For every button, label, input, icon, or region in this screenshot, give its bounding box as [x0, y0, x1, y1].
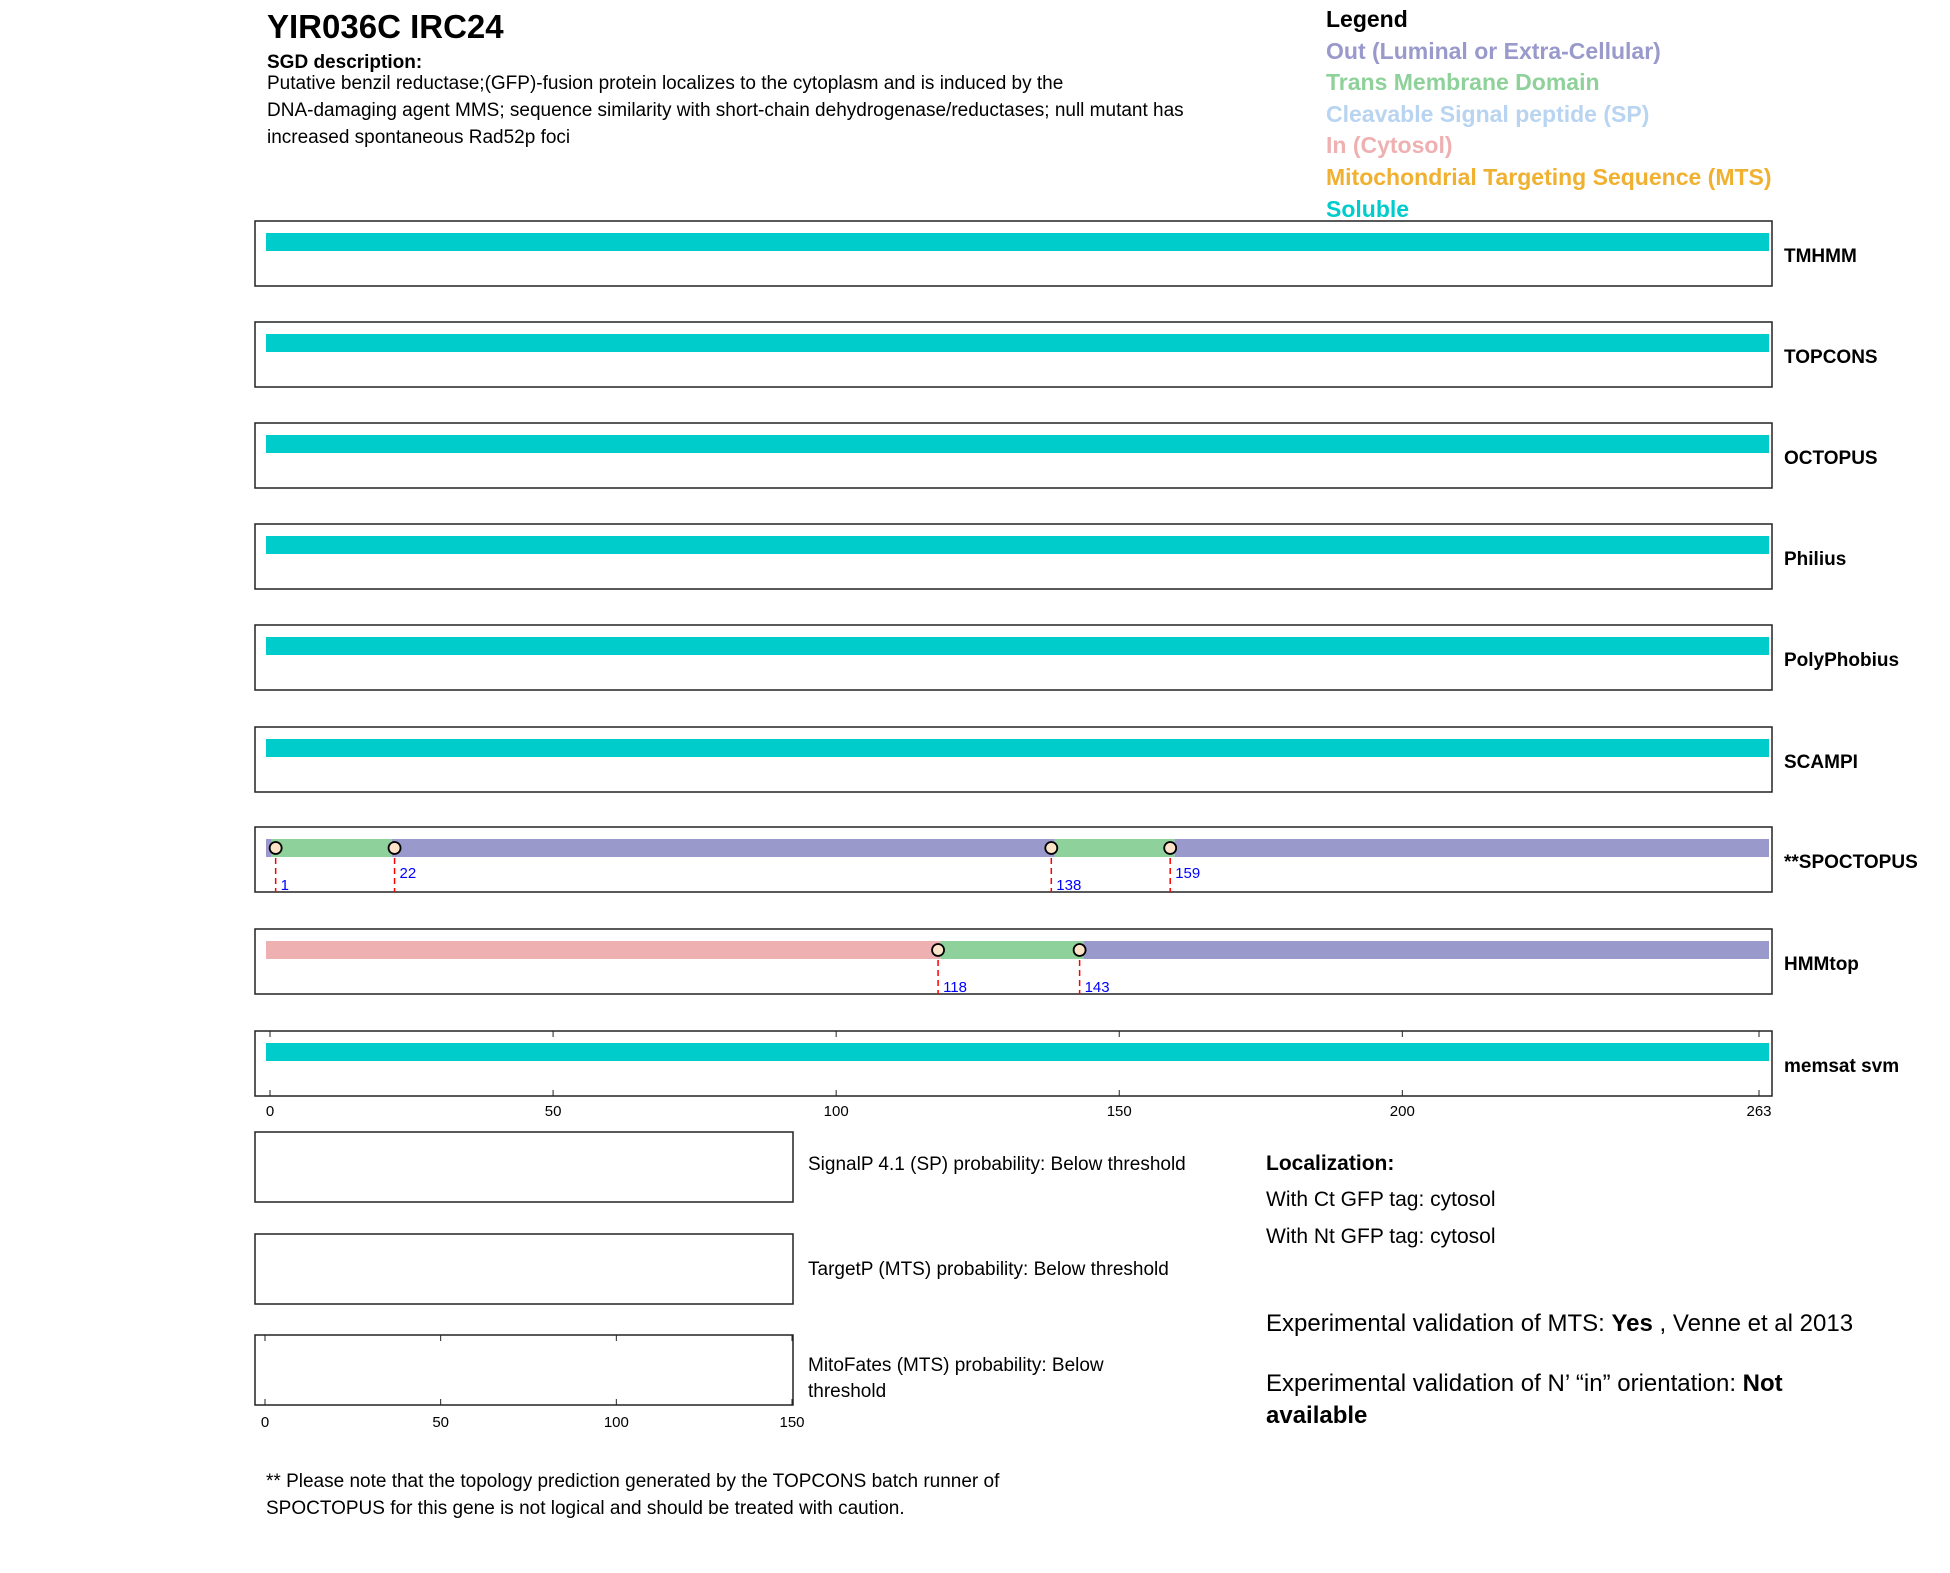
- marker-circle: [1072, 943, 1087, 957]
- track-label: Philius: [1784, 549, 1846, 570]
- footnote-line: ** Please note that the topology predict…: [266, 1471, 1000, 1492]
- marker-label: 118: [943, 979, 967, 996]
- mts-validation-prefix: Experimental validation of MTS:: [1266, 1310, 1612, 1337]
- localization-title: Localization:: [1266, 1152, 1395, 1175]
- sgd-line: Putative benzil reductase;(GFP)-fusion p…: [267, 73, 1064, 94]
- small-axis-tick-label: 0: [261, 1414, 269, 1431]
- mitofates-text: MitoFates (MTS) probability: Below: [808, 1355, 1104, 1376]
- localization-nt: With Nt GFP tag: cytosol: [1266, 1225, 1496, 1248]
- small-axis-tick-label: 100: [604, 1414, 629, 1431]
- targetp-text: TargetP (MTS) probability: Below thresho…: [808, 1259, 1169, 1280]
- marker-circle: [268, 841, 283, 855]
- track-box: [254, 726, 1773, 793]
- marker-label: 159: [1175, 865, 1200, 882]
- marker-label: 22: [400, 865, 417, 882]
- legend-item-tm: Trans Membrane Domain: [1326, 69, 1600, 96]
- axis-tick-label: 0: [266, 1103, 274, 1120]
- marker-label: 138: [1056, 877, 1081, 894]
- marker-circle: [931, 943, 945, 957]
- segment-tm: [271, 839, 392, 857]
- segment-tm: [940, 941, 1084, 959]
- track-box: [254, 220, 1773, 287]
- legend-item-in: In (Cytosol): [1326, 132, 1453, 159]
- legend-item-sp: Cleavable Signal peptide (SP): [1326, 100, 1650, 127]
- axis-tick-label: 50: [545, 1103, 562, 1120]
- mitofates-text-2: threshold: [808, 1381, 887, 1402]
- track-box: [254, 826, 1773, 893]
- track-label: PolyPhobius: [1784, 650, 1899, 671]
- marker-circle: [1044, 841, 1059, 855]
- sgd-description: Putative benzil reductase;(GFP)-fusion p…: [267, 70, 1287, 151]
- nin-validation-value: Not: [1742, 1370, 1783, 1397]
- segment-soluble: [266, 1043, 1769, 1061]
- legend-item-mts: Mitochondrial Targeting Sequence (MTS): [1326, 163, 1772, 190]
- small-axis-tick-label: 150: [779, 1414, 804, 1431]
- probability-box: [254, 1334, 794, 1406]
- legend-item-soluble: Soluble: [1326, 195, 1410, 222]
- sgd-description-label: SGD description:: [267, 52, 423, 73]
- track-label: HMMtop: [1784, 954, 1859, 975]
- localization-ct: With Ct GFP tag: cytosol: [1266, 1188, 1496, 1211]
- mts-validation: Experimental validation of MTS: Yes , Ve…: [1266, 1310, 1853, 1338]
- segment-soluble: [266, 739, 1769, 757]
- nin-validation-value-2: available: [1266, 1402, 1368, 1429]
- marker-circle: [1163, 841, 1178, 855]
- axis-tick-label: 100: [824, 1103, 849, 1120]
- track-label: TOPCONS: [1784, 347, 1878, 368]
- segment-soluble: [266, 334, 1769, 352]
- nin-validation: Experimental validation of N’ “in” orien…: [1266, 1370, 1783, 1398]
- sgd-line: increased spontaneous Rad52p foci: [267, 127, 571, 148]
- mts-validation-value: Yes: [1611, 1310, 1653, 1337]
- segment-soluble: [266, 637, 1769, 655]
- segment-soluble: [266, 233, 1769, 251]
- small-axis-tick-label: 50: [432, 1414, 449, 1431]
- segment-out: [1174, 839, 1769, 857]
- segment-soluble: [266, 536, 1769, 554]
- track-label: **SPOCTOPUS: [1784, 852, 1918, 873]
- probability-box: [254, 1131, 794, 1203]
- signalp-text: SignalP 4.1 (SP) probability: Below thre…: [808, 1154, 1186, 1175]
- track-label: memsat svm: [1784, 1056, 1899, 1077]
- axis-tick-label: 150: [1107, 1103, 1132, 1120]
- track-box: [254, 624, 1773, 691]
- track-box: [254, 1030, 1773, 1097]
- track-box: [254, 422, 1773, 489]
- legend-item-out: Out (Luminal or Extra-Cellular): [1326, 37, 1661, 64]
- legend: Legend Out (Luminal or Extra-Cellular) T…: [1326, 4, 1772, 225]
- track-label: SCAMPI: [1784, 752, 1858, 773]
- track-box: [254, 928, 1773, 995]
- mts-validation-suffix: , Venne et al 2013: [1652, 1310, 1854, 1337]
- footnote-line: SPOCTOPUS for this gene is not logical a…: [266, 1498, 905, 1519]
- marker-circle: [387, 841, 402, 855]
- axis-tick-label: 263: [1746, 1103, 1771, 1120]
- gene-title: YIR036C IRC24: [267, 8, 504, 45]
- segment-out: [391, 839, 1055, 857]
- track-label: TMHMM: [1784, 246, 1857, 267]
- marker-label: 1: [281, 877, 289, 894]
- track-label: OCTOPUS: [1784, 448, 1878, 469]
- segment-tm: [1054, 839, 1175, 857]
- probability-box: [254, 1233, 794, 1305]
- segment-in: [266, 941, 941, 959]
- track-box: [254, 321, 1773, 388]
- marker-label: 143: [1085, 979, 1110, 996]
- axis-tick-label: 200: [1390, 1103, 1415, 1120]
- nin-validation-prefix: Experimental validation of N’ “in” orien…: [1266, 1370, 1743, 1397]
- segment-out: [1083, 941, 1769, 959]
- track-box: [254, 523, 1773, 590]
- legend-title: Legend: [1326, 6, 1408, 32]
- sgd-line: DNA-damaging agent MMS; sequence similar…: [267, 100, 1184, 121]
- segment-soluble: [266, 435, 1769, 453]
